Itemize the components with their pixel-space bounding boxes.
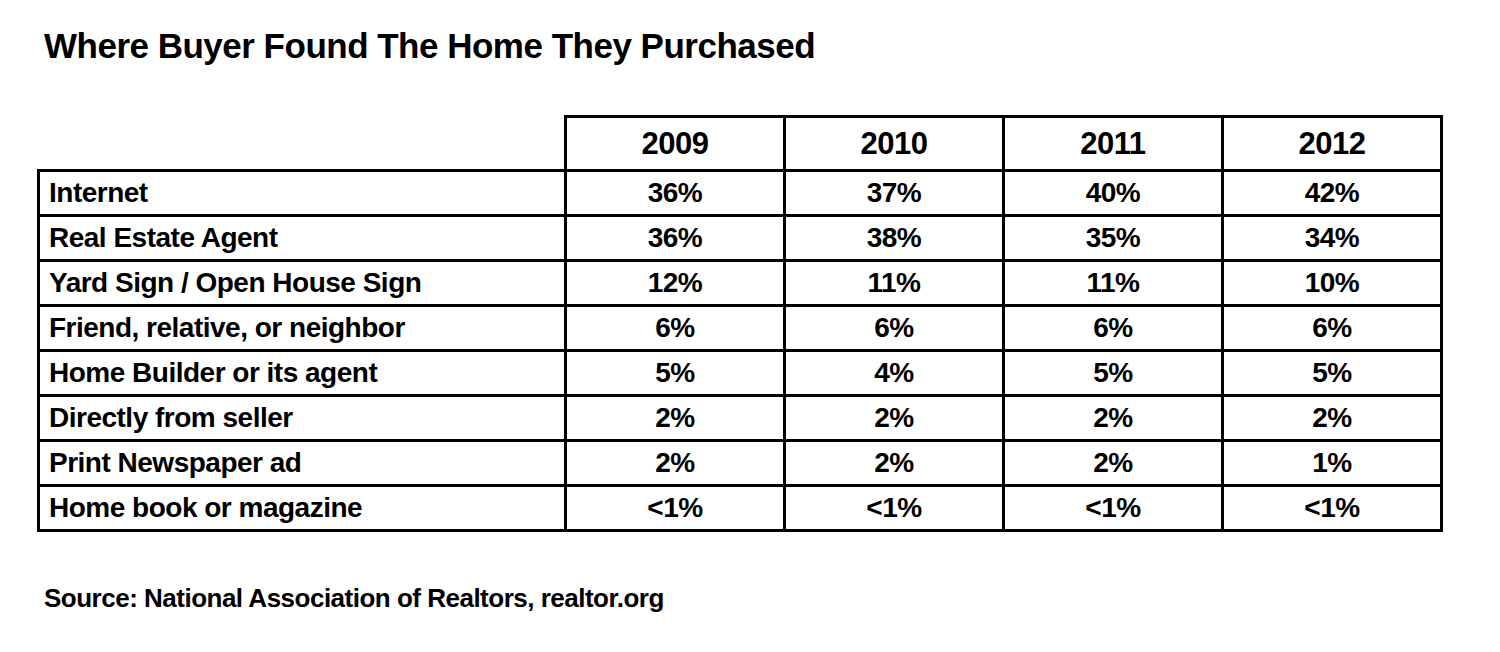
- table-cell: 5%: [1223, 351, 1442, 396]
- table-row-home-book-magazine: Home book or magazine <1% <1% <1% <1%: [39, 486, 1442, 531]
- table-cell: 6%: [1004, 306, 1223, 351]
- row-label: Home Builder or its agent: [39, 351, 566, 396]
- source-attribution: Source: National Association of Realtors…: [44, 583, 664, 614]
- table-cell: 12%: [566, 261, 785, 306]
- table-cell: 34%: [1223, 216, 1442, 261]
- table-cell: <1%: [566, 486, 785, 531]
- table-cell: 40%: [1004, 171, 1223, 216]
- table-cell: 11%: [785, 261, 1004, 306]
- row-label: Yard Sign / Open House Sign: [39, 261, 566, 306]
- table-cell: 35%: [1004, 216, 1223, 261]
- table-cell: 6%: [1223, 306, 1442, 351]
- table-cell: <1%: [785, 486, 1004, 531]
- table-cell: 6%: [566, 306, 785, 351]
- table-cell: 2%: [1223, 396, 1442, 441]
- table-cell: 2%: [785, 396, 1004, 441]
- table-row-print-newspaper-ad: Print Newspaper ad 2% 2% 2% 1%: [39, 441, 1442, 486]
- page-title: Where Buyer Found The Home They Purchase…: [44, 26, 815, 66]
- table-cell: 11%: [1004, 261, 1223, 306]
- row-label: Real Estate Agent: [39, 216, 566, 261]
- table-cell: 2%: [1004, 396, 1223, 441]
- table-cell: 36%: [566, 216, 785, 261]
- table-cell: 36%: [566, 171, 785, 216]
- row-label: Internet: [39, 171, 566, 216]
- data-table: 2009 2010 2011 2012 Internet 36% 37% 40%…: [37, 115, 1443, 532]
- table-cell: 37%: [785, 171, 1004, 216]
- table-cell: 42%: [1223, 171, 1442, 216]
- column-header-2012: 2012: [1223, 117, 1442, 171]
- column-header-2011: 2011: [1004, 117, 1223, 171]
- table-cell: 10%: [1223, 261, 1442, 306]
- table-row-directly-from-seller: Directly from seller 2% 2% 2% 2%: [39, 396, 1442, 441]
- table-row-home-builder: Home Builder or its agent 5% 4% 5% 5%: [39, 351, 1442, 396]
- table-cell: 5%: [566, 351, 785, 396]
- row-label: Print Newspaper ad: [39, 441, 566, 486]
- table-cell: 2%: [566, 396, 785, 441]
- row-label: Friend, relative, or neighbor: [39, 306, 566, 351]
- table-cell: 5%: [1004, 351, 1223, 396]
- table-cell: 1%: [1223, 441, 1442, 486]
- row-label: Home book or magazine: [39, 486, 566, 531]
- header-row: 2009 2010 2011 2012: [39, 117, 1442, 171]
- table-cell: <1%: [1223, 486, 1442, 531]
- table-cell: 6%: [785, 306, 1004, 351]
- table-row-real-estate-agent: Real Estate Agent 36% 38% 35% 34%: [39, 216, 1442, 261]
- table-cell: 2%: [1004, 441, 1223, 486]
- table-cell: 4%: [785, 351, 1004, 396]
- table-cell: 38%: [785, 216, 1004, 261]
- column-header-2010: 2010: [785, 117, 1004, 171]
- column-header-2009: 2009: [566, 117, 785, 171]
- table-cell: 2%: [566, 441, 785, 486]
- page: Where Buyer Found The Home They Purchase…: [0, 0, 1500, 652]
- table-row-yard-sign: Yard Sign / Open House Sign 12% 11% 11% …: [39, 261, 1442, 306]
- table-cell: 2%: [785, 441, 1004, 486]
- table-row-internet: Internet 36% 37% 40% 42%: [39, 171, 1442, 216]
- table-row-friend-relative-neighbor: Friend, relative, or neighbor 6% 6% 6% 6…: [39, 306, 1442, 351]
- row-label: Directly from seller: [39, 396, 566, 441]
- table-cell: <1%: [1004, 486, 1223, 531]
- corner-cell: [39, 117, 566, 171]
